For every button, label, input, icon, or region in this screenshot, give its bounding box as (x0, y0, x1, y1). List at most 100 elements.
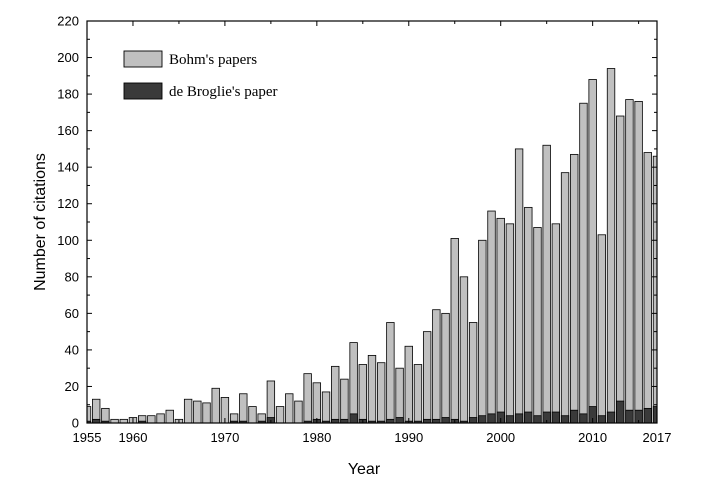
bar-debroglie-2006 (551, 411, 561, 424)
bar-bohm-2001 (505, 223, 515, 424)
bar-bohm-1987 (377, 362, 386, 424)
bar-bohm-2006 (551, 223, 561, 424)
bar-bohm-1968 (202, 402, 211, 424)
x-tick-label: 1970 (210, 430, 239, 445)
bar-bohm-2003 (524, 206, 533, 424)
axes-layer: 0 20 40 60 80 100 120 140 160 180 200 220 1955 1960 19… (32, 14, 671, 479)
x-tick-label: 2017 (643, 430, 672, 445)
bar-bohm-1991 (413, 364, 423, 424)
bar-bohm-1985 (358, 364, 367, 424)
bar-debroglie-2009 (579, 413, 588, 424)
bar-debroglie-2013 (616, 400, 625, 424)
legend-label: de Broglie's paper (169, 84, 278, 100)
bar-debroglie-2008 (570, 409, 579, 424)
legend-entry-bohm: Bohm's papers (123, 50, 257, 68)
y-tick-label: 100 (57, 233, 79, 248)
bar-debroglie-1989 (395, 417, 404, 424)
bar-debroglie-2014 (625, 409, 634, 424)
bar-bohm-2005 (542, 144, 551, 424)
bar-bohm-2015 (634, 101, 643, 424)
bar-bohm-1963 (156, 413, 165, 424)
x-tick-label: 2010 (578, 430, 607, 445)
bar-bohm-2002 (514, 148, 524, 424)
legend-swatch (123, 82, 163, 100)
bar-bohm-1995 (450, 238, 459, 424)
bar-bohm-1994 (441, 312, 450, 424)
y-tick-label: 60 (65, 306, 79, 321)
bar-debroglie-2001 (505, 415, 515, 424)
bar-debroglie-1999 (487, 413, 496, 424)
bar-bohm-2014 (625, 99, 634, 424)
bar-bohm-1978 (294, 400, 303, 424)
bar-bohm-2008 (570, 153, 579, 424)
bar-bohm-1999 (487, 210, 496, 424)
bar-bohm-1982 (331, 365, 340, 424)
x-tick-label: 1960 (119, 430, 148, 445)
bar-bohm-1972 (239, 393, 248, 424)
y-tick-label: 20 (65, 379, 79, 394)
bar-bohm-1981 (321, 391, 331, 424)
bar-debroglie-2003 (524, 411, 533, 424)
bar-debroglie-1984 (349, 413, 358, 424)
bar-bohm-1998 (478, 239, 487, 424)
y-tick-label: 80 (65, 269, 79, 284)
bar-bohm-2016 (643, 152, 652, 424)
bar-bohm-1996 (459, 276, 469, 424)
bar-bohm-2011 (597, 234, 607, 424)
bar-bohm-2009 (579, 102, 588, 424)
bar-bohm-1983 (340, 378, 349, 424)
bar-bohm-1997 (468, 322, 478, 424)
bar-bohm-1993 (432, 309, 441, 424)
bar-debroglie-1998 (478, 415, 487, 424)
bar-bohm-1986 (367, 354, 377, 424)
y-tick-label: 120 (57, 196, 79, 211)
bar-bohm-1992 (422, 331, 432, 424)
bar-bohm-1977 (285, 393, 294, 424)
x-axis-title: Year (348, 461, 381, 478)
bar-bohm-2013 (616, 115, 625, 424)
y-tick-label: 180 (57, 87, 79, 102)
bar-debroglie-2011 (597, 415, 607, 424)
bar-debroglie-2016 (643, 407, 652, 424)
bar-bohm-1979 (303, 373, 312, 424)
bar-debroglie-1997 (468, 417, 478, 424)
y-tick-label: 220 (57, 14, 79, 29)
x-tick-label: 2000 (486, 430, 515, 445)
bar-debroglie-2012 (606, 411, 616, 424)
bar-debroglie-1994 (441, 417, 450, 424)
bars-layer (86, 68, 658, 424)
bar-bohm-1989 (395, 367, 404, 424)
bar-bohm-2010 (588, 79, 597, 424)
bar-bohm-1966 (183, 398, 193, 424)
legend-entry-debroglie: de Broglie's paper (123, 82, 278, 100)
y-tick-label: 40 (65, 342, 79, 357)
x-tick-label: 1955 (73, 430, 102, 445)
bar-bohm-1962 (147, 415, 156, 424)
bar-bohm-2000 (496, 217, 505, 424)
bar-bohm-1967 (193, 400, 202, 424)
bar-bohm-2012 (606, 68, 616, 424)
bar-bohm-1973 (248, 406, 257, 424)
bar-bohm-1988 (386, 322, 395, 424)
bar-bohm-1980 (312, 382, 322, 424)
y-tick-label: 200 (57, 50, 79, 65)
bar-bohm-1969 (211, 387, 220, 424)
y-tick-label: 0 (72, 416, 79, 431)
y-tick-label: 140 (57, 160, 79, 175)
bar-bohm-2007 (560, 172, 570, 424)
y-tick-label: 160 (57, 123, 79, 138)
legend: Bohm's papers de Broglie's paper (123, 50, 278, 100)
bar-bohm-2004 (533, 227, 542, 424)
bar-debroglie-2004 (533, 415, 542, 424)
bar-bohm-1976 (275, 406, 285, 424)
bar-bohm-1975 (266, 380, 276, 424)
bar-debroglie-2002 (514, 413, 524, 424)
bar-bohm-1990 (404, 345, 413, 424)
x-tick-label: 1990 (394, 430, 423, 445)
x-tick-label: 1980 (302, 430, 331, 445)
legend-label: Bohm's papers (169, 52, 257, 68)
y-axis-title: Number of citations (32, 153, 49, 291)
bar-debroglie-2007 (560, 415, 570, 424)
